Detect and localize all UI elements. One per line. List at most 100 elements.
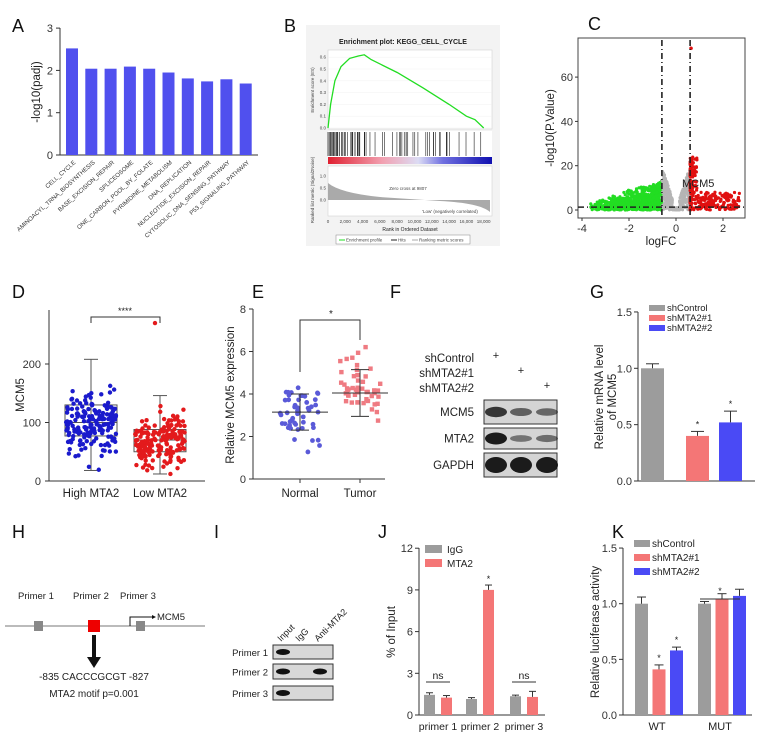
- point-up: [707, 195, 711, 199]
- category-label: Tumor: [344, 488, 377, 500]
- data-point: [374, 409, 380, 415]
- data-point: [305, 449, 311, 455]
- point-up: [696, 193, 700, 198]
- point-ns: [681, 197, 685, 201]
- data-point: [295, 385, 301, 391]
- data-point: [304, 400, 310, 405]
- x-tick-label: 4,000: [357, 219, 369, 224]
- point-up: [694, 165, 698, 169]
- data-point: [344, 356, 349, 362]
- x-tick-label: 6,000: [374, 219, 386, 224]
- band: [536, 408, 558, 416]
- point-ns: [668, 208, 671, 212]
- bar-igg: [424, 694, 435, 715]
- point-up: [694, 170, 698, 174]
- y-tick-label: 9: [407, 585, 413, 597]
- point-up: [713, 190, 717, 194]
- point-down: [614, 207, 618, 211]
- point-up: [695, 158, 699, 162]
- point-up: [703, 192, 707, 196]
- primer-1-site: [34, 621, 43, 631]
- point-up: [726, 203, 730, 207]
- y-tick-label: 0.3: [320, 90, 327, 95]
- bar-shmta2-2: [733, 595, 746, 715]
- data-point: [108, 425, 114, 430]
- data-point: [70, 436, 75, 442]
- data-point: [177, 429, 182, 434]
- legend-swatch: [634, 554, 650, 561]
- data-point: [352, 392, 358, 398]
- data-point: [174, 448, 179, 453]
- legend-swatch: [649, 305, 665, 311]
- data-point: [80, 404, 85, 409]
- point-ns: [662, 186, 666, 190]
- y-tick-label: 1.5: [617, 307, 632, 319]
- legend-label: shMTA2#1: [667, 313, 712, 324]
- point-down: [653, 200, 657, 204]
- gene-label: MCM5: [157, 612, 185, 623]
- data-point: [355, 390, 360, 395]
- row-label: Primer 2: [232, 668, 268, 679]
- legend-label: MTA2: [447, 559, 473, 570]
- data-point: [84, 400, 89, 406]
- data-point: [165, 420, 170, 426]
- panel-label-c: C: [588, 14, 601, 34]
- legend-swatch: [425, 545, 442, 553]
- data-point: [106, 416, 111, 422]
- data-point: [150, 449, 155, 454]
- y-tick-label: 3: [407, 668, 413, 680]
- point-down: [649, 187, 653, 191]
- y-axis-label: -log10(padj): [31, 61, 43, 123]
- y-axis-label: Relative mRNA level: [594, 345, 606, 450]
- point-down: [641, 202, 645, 207]
- data-point: [105, 400, 111, 405]
- legend-label: IgG: [447, 545, 463, 556]
- point-down: [629, 198, 633, 202]
- data-point: [134, 462, 139, 468]
- data-point: [99, 392, 104, 397]
- y-tick-label: 60: [561, 72, 573, 84]
- point-up: [697, 201, 701, 205]
- data-point: [285, 425, 291, 431]
- data-point: [180, 419, 186, 424]
- data-point: [98, 442, 104, 448]
- data-point: [175, 414, 180, 419]
- data-point: [360, 379, 366, 385]
- tss-arrowhead: [152, 615, 156, 619]
- bar-mta2: [483, 589, 494, 715]
- x-tick-label: 8,000: [392, 219, 404, 224]
- data-point: [287, 419, 293, 424]
- data-point: [101, 422, 106, 428]
- data-point: [375, 388, 381, 393]
- data-point: [156, 448, 161, 453]
- data-point: [112, 417, 118, 422]
- point-ns: [686, 172, 690, 176]
- data-point: [84, 425, 89, 431]
- y-tick-label: 1: [47, 108, 53, 120]
- chart-title: Enrichment plot: KEGG_CELL_CYCLE: [339, 39, 467, 46]
- data-point: [65, 407, 71, 412]
- data-point: [277, 410, 283, 416]
- data-point: [74, 406, 80, 411]
- point-down: [603, 199, 607, 203]
- point-down: [652, 195, 656, 200]
- data-point: [142, 430, 148, 435]
- bar: [162, 72, 175, 155]
- data-point: [107, 390, 113, 395]
- y-tick-label: 3: [47, 23, 53, 35]
- condition-label: shMTA2#2: [419, 383, 474, 395]
- data-point: [176, 419, 182, 424]
- y-tick-label: 0.5: [617, 420, 632, 432]
- panel-label-g: G: [590, 282, 604, 302]
- point-down: [650, 192, 654, 196]
- data-point: [160, 434, 166, 440]
- data-point: [299, 425, 305, 431]
- data-point: [143, 458, 148, 463]
- data-point: [113, 413, 119, 418]
- data-point: [86, 406, 91, 412]
- point-down: [638, 200, 642, 204]
- bar-shmta2-2: [670, 650, 683, 715]
- data-point: [97, 409, 102, 414]
- data-point: [140, 449, 145, 454]
